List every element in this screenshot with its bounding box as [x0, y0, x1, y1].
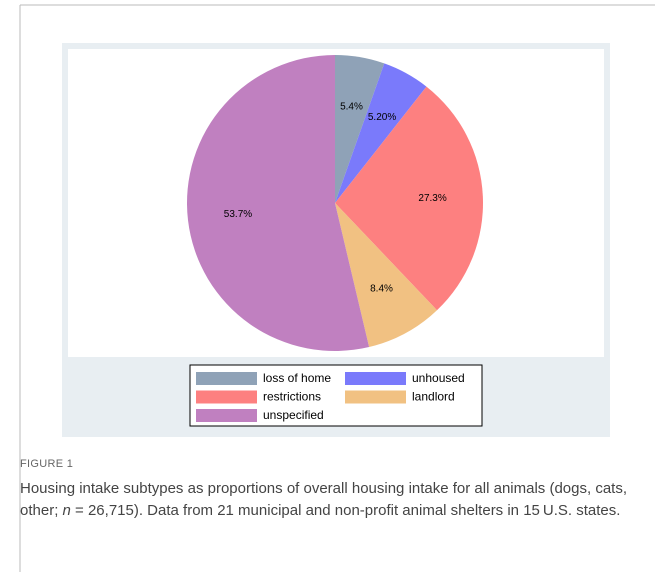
legend-label: unhoused: [412, 371, 465, 385]
legend-swatch: [345, 372, 406, 385]
legend-label: loss of home: [263, 371, 331, 385]
figure-caption: Housing intake subtypes as proportions o…: [20, 478, 632, 522]
legend-swatch: [345, 390, 406, 404]
legend-label: landlord: [412, 390, 455, 404]
legend-swatch: [196, 409, 257, 422]
figure: 5.4% 5.20% 27.3% 8.4% 53.7% loss of home unhou…: [20, 4, 655, 437]
figure-label: FIGURE 1: [20, 458, 74, 470]
legend-label: restrictions: [263, 390, 321, 404]
pie-slice: [335, 86, 483, 311]
slice-label: 5.20%: [368, 112, 396, 123]
legend-swatch: [196, 390, 257, 404]
caption-text: Housing intake subtypes as proportions o…: [20, 480, 627, 519]
slice-label: 53.7%: [224, 209, 252, 220]
slice-label: 5.4%: [340, 101, 363, 112]
legend-swatch: [196, 372, 257, 385]
legend-label: unspecified: [263, 408, 324, 422]
pie-slice: [335, 203, 437, 348]
caption-text: = 26,715). Data from 21 municipal and no…: [70, 502, 621, 519]
pie-slice: [335, 55, 385, 203]
caption-italic: n: [62, 502, 71, 519]
pie-slice: [335, 63, 427, 203]
slice-label: 8.4%: [370, 284, 393, 295]
slice-label: 27.3%: [418, 193, 446, 204]
frame-left: [19, 5, 21, 572]
pie-slice: [187, 55, 370, 351]
